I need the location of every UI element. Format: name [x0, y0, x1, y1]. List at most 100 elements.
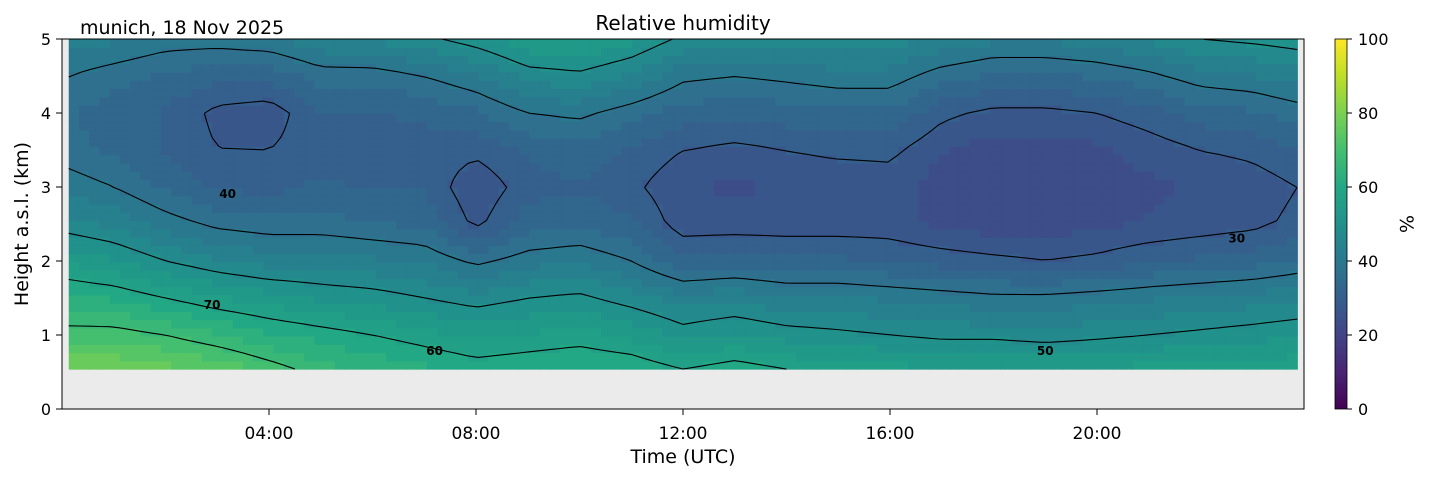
- heatmap-cell: [263, 270, 275, 279]
- heatmap-cell: [519, 88, 531, 98]
- heatmap-cell: [846, 187, 858, 197]
- heatmap-cell: [1256, 63, 1268, 73]
- heatmap-cell: [416, 278, 428, 288]
- heatmap-cell: [68, 303, 80, 312]
- heatmap-cell: [908, 204, 920, 213]
- heatmap-cell: [1072, 162, 1083, 172]
- heatmap-cell: [631, 294, 643, 304]
- heatmap-cell: [918, 344, 930, 354]
- heatmap-cell: [396, 286, 408, 296]
- heatmap-cell: [242, 63, 254, 73]
- heatmap-cell: [1031, 303, 1042, 312]
- heatmap-cell: [1000, 286, 1012, 296]
- heatmap-cell: [918, 220, 930, 230]
- heatmap-cell: [1031, 138, 1042, 147]
- heatmap-cell: [130, 154, 141, 164]
- heatmap-cell: [1123, 220, 1135, 230]
- heatmap-cell: [478, 204, 490, 213]
- heatmap-cell: [949, 270, 961, 279]
- heatmap-cell: [447, 311, 459, 321]
- heatmap-cell: [304, 80, 316, 90]
- heatmap-cell: [406, 195, 418, 205]
- heatmap-cell: [1112, 162, 1124, 172]
- heatmap-cell: [498, 270, 510, 279]
- heatmap-cell: [1072, 286, 1083, 296]
- heatmap-cell: [764, 39, 776, 48]
- heatmap-cell: [355, 187, 367, 197]
- heatmap-cell: [1041, 261, 1053, 271]
- heatmap-cell: [1266, 171, 1278, 180]
- heatmap-cell: [232, 88, 244, 98]
- heatmap-cell: [1276, 121, 1288, 131]
- heatmap-cell: [1020, 228, 1032, 238]
- heatmap-cell: [580, 88, 592, 98]
- heatmap-cell: [662, 105, 674, 114]
- heatmap-cell: [78, 212, 90, 222]
- heatmap-cell: [89, 212, 101, 222]
- heatmap-cell: [68, 179, 80, 189]
- heatmap-cell: [560, 294, 571, 304]
- heatmap-cell: [457, 146, 469, 156]
- heatmap-cell: [324, 286, 336, 296]
- heatmap-cell: [457, 278, 469, 288]
- heatmap-cell: [263, 204, 275, 213]
- heatmap-cell: [672, 360, 684, 370]
- heatmap-cell: [406, 171, 418, 180]
- heatmap-cell: [375, 336, 387, 345]
- heatmap-cell: [1000, 121, 1012, 131]
- heatmap-cell: [898, 171, 909, 180]
- heatmap-cell: [744, 113, 756, 123]
- heatmap-cell: [283, 187, 295, 197]
- heatmap-cell: [795, 129, 807, 139]
- heatmap-cell: [263, 154, 275, 164]
- heatmap-cell: [171, 237, 182, 246]
- heatmap-cell: [365, 204, 377, 213]
- heatmap-cell: [273, 179, 285, 189]
- heatmap-cell: [908, 352, 920, 362]
- heatmap-cell: [263, 195, 275, 205]
- heatmap-cell: [969, 294, 981, 304]
- heatmap-cell: [365, 80, 377, 90]
- heatmap-cell: [222, 96, 234, 106]
- heatmap-cell: [1174, 261, 1186, 271]
- heatmap-cell: [232, 344, 244, 354]
- heatmap-cell: [642, 245, 653, 255]
- heatmap-cell: [775, 113, 786, 123]
- heatmap-cell: [1112, 88, 1124, 98]
- heatmap-cell: [887, 72, 899, 81]
- heatmap-cell: [1031, 278, 1042, 288]
- heatmap-cell: [969, 212, 981, 222]
- heatmap-cell: [119, 360, 131, 370]
- heatmap-cell: [887, 88, 899, 98]
- heatmap-cell: [78, 72, 90, 81]
- heatmap-cell: [1112, 96, 1124, 106]
- heatmap-cell: [1020, 96, 1032, 106]
- heatmap-cell: [744, 344, 756, 354]
- heatmap-cell: [1112, 237, 1124, 246]
- heatmap-cell: [488, 344, 500, 354]
- heatmap-cell: [857, 220, 868, 230]
- heatmap-cell: [1215, 195, 1227, 205]
- heatmap-cell: [1010, 237, 1022, 246]
- heatmap-cell: [560, 88, 571, 98]
- heatmap-cell: [867, 294, 879, 304]
- heatmap-cell: [1020, 204, 1032, 213]
- heatmap-cell: [1000, 96, 1012, 106]
- heatmap-cell: [263, 146, 275, 156]
- contour-line-70: [68, 325, 296, 370]
- heatmap-cell: [1092, 360, 1104, 370]
- heatmap-cell: [846, 146, 858, 156]
- heatmap-cell: [1041, 121, 1053, 131]
- heatmap-cell: [468, 187, 479, 197]
- heatmap-cell: [437, 105, 449, 114]
- heatmap-cell: [253, 179, 264, 189]
- heatmap-cell: [570, 146, 582, 156]
- heatmap-cell: [457, 228, 469, 238]
- heatmap-cell: [1174, 47, 1186, 57]
- heatmap-cell: [590, 319, 602, 329]
- heatmap-cell: [1082, 303, 1094, 312]
- heatmap-cell: [590, 270, 602, 279]
- heatmap-cell: [1092, 88, 1104, 98]
- heatmap-cell: [1174, 220, 1186, 230]
- heatmap-cell: [345, 72, 356, 81]
